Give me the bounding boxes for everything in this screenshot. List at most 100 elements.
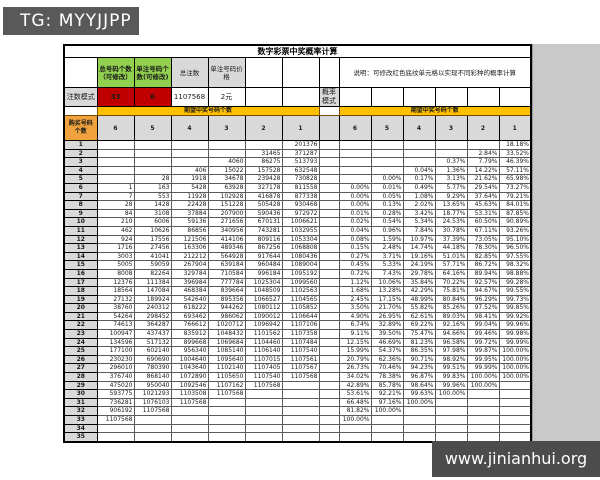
count-cell[interactable]: 1103508 bbox=[170, 389, 209, 399]
percent-cell[interactable]: 20.79% bbox=[338, 354, 372, 365]
count-cell[interactable]: 37884 bbox=[170, 208, 209, 219]
count-cell[interactable]: 157528 bbox=[244, 165, 283, 176]
count-cell[interactable]: 1096942 bbox=[244, 320, 283, 331]
count-cell[interactable] bbox=[96, 157, 135, 167]
count-cell[interactable]: 475020 bbox=[96, 380, 135, 391]
count-cell[interactable]: 406 bbox=[170, 165, 209, 176]
count-cell[interactable] bbox=[96, 140, 135, 150]
count-cell[interactable]: 899668 bbox=[170, 337, 209, 348]
count-cell[interactable]: 690690 bbox=[133, 354, 172, 365]
count-cell[interactable]: 1107561 bbox=[281, 354, 320, 365]
percent-cell[interactable]: 85.78% bbox=[370, 380, 404, 391]
count-cell[interactable] bbox=[207, 140, 246, 150]
percent-cell[interactable]: 18.18% bbox=[498, 140, 532, 150]
percent-cell[interactable]: 98.32% bbox=[498, 260, 532, 270]
percent-cell[interactable]: 100.00% bbox=[338, 415, 372, 425]
percent-cell[interactable]: 81.82% bbox=[338, 406, 372, 416]
percent-cell[interactable] bbox=[338, 423, 372, 434]
percent-cell[interactable]: 39.50% bbox=[370, 329, 404, 339]
percent-cell[interactable]: 12.15% bbox=[338, 337, 372, 348]
count-cell[interactable]: 996184 bbox=[244, 268, 283, 279]
count-cell[interactable]: 1107106 bbox=[281, 320, 320, 331]
count-cell[interactable] bbox=[281, 406, 320, 416]
count-cell[interactable] bbox=[244, 397, 283, 408]
count-cell[interactable]: 468384 bbox=[170, 286, 209, 296]
percent-cell[interactable]: 0.72% bbox=[338, 268, 372, 279]
percent-cell[interactable] bbox=[402, 423, 436, 434]
count-cell[interactable]: 542640 bbox=[170, 294, 209, 305]
count-cell[interactable]: 710584 bbox=[207, 268, 246, 279]
percent-cell[interactable]: 0.96% bbox=[370, 225, 404, 236]
percent-cell[interactable]: 32.89% bbox=[370, 320, 404, 331]
count-cell[interactable]: 100947 bbox=[96, 329, 135, 339]
count-cell[interactable]: 1069684 bbox=[207, 337, 246, 348]
percent-cell[interactable]: 67.11% bbox=[466, 225, 500, 236]
count-cell[interactable]: 1020712 bbox=[207, 320, 246, 331]
count-cell[interactable]: 147084 bbox=[133, 286, 172, 296]
percent-cell[interactable]: 0.17% bbox=[402, 174, 436, 184]
count-cell[interactable] bbox=[170, 415, 209, 425]
percent-cell[interactable] bbox=[370, 140, 404, 150]
count-cell[interactable]: 12376 bbox=[96, 277, 135, 288]
percent-cell[interactable]: 3.71% bbox=[370, 251, 404, 262]
count-cell[interactable]: 462 bbox=[96, 225, 135, 236]
percent-cell[interactable]: 86.72% bbox=[466, 260, 500, 270]
percent-cell[interactable] bbox=[434, 423, 468, 434]
count-cell[interactable]: 22428 bbox=[170, 200, 209, 210]
count-cell[interactable] bbox=[170, 140, 209, 150]
count-cell[interactable]: 1107162 bbox=[207, 380, 246, 391]
count-cell[interactable]: 877338 bbox=[281, 191, 320, 202]
percent-cell[interactable]: 99.46% bbox=[466, 329, 500, 339]
count-cell[interactable] bbox=[244, 140, 283, 150]
count-cell[interactable]: 340956 bbox=[207, 225, 246, 236]
count-cell[interactable] bbox=[281, 389, 320, 399]
count-cell[interactable]: 28 bbox=[133, 174, 172, 184]
percent-cell[interactable]: 0.49% bbox=[402, 182, 436, 193]
percent-cell[interactable] bbox=[402, 157, 436, 167]
percent-cell[interactable]: 51.01% bbox=[434, 251, 468, 262]
percent-cell[interactable]: 100.00% bbox=[402, 397, 436, 408]
count-cell[interactable]: 31465 bbox=[244, 148, 283, 159]
count-cell[interactable]: 1021293 bbox=[133, 389, 172, 399]
percent-cell[interactable]: 100.00% bbox=[434, 389, 468, 399]
percent-cell[interactable]: 0.04% bbox=[402, 165, 436, 176]
count-cell[interactable]: 1006621 bbox=[281, 217, 320, 227]
percent-cell[interactable] bbox=[498, 380, 532, 391]
count-cell[interactable]: 670131 bbox=[244, 217, 283, 227]
percent-cell[interactable]: 75.47% bbox=[402, 329, 436, 339]
percent-cell[interactable] bbox=[402, 415, 436, 425]
count-cell[interactable]: 780390 bbox=[133, 363, 172, 374]
count-cell[interactable] bbox=[207, 148, 246, 159]
percent-cell[interactable]: 0.00% bbox=[338, 200, 372, 210]
percent-cell[interactable] bbox=[466, 406, 500, 416]
count-cell[interactable]: 1104460 bbox=[244, 337, 283, 348]
percent-cell[interactable]: 10.97% bbox=[402, 234, 436, 245]
count-cell[interactable]: 1072890 bbox=[170, 372, 209, 382]
total-numbers-input[interactable]: 33 bbox=[96, 87, 135, 107]
percent-cell[interactable] bbox=[402, 406, 436, 416]
count-cell[interactable]: 1107568 bbox=[170, 397, 209, 408]
percent-cell[interactable]: 0.08% bbox=[338, 234, 372, 245]
count-cell[interactable]: 111384 bbox=[133, 277, 172, 288]
count-cell[interactable] bbox=[133, 148, 172, 159]
count-cell[interactable]: 1068808 bbox=[281, 243, 320, 253]
count-cell[interactable]: 102928 bbox=[207, 191, 246, 202]
percent-cell[interactable]: 0.45% bbox=[338, 260, 372, 270]
percent-cell[interactable] bbox=[466, 415, 500, 425]
count-cell[interactable]: 54264 bbox=[96, 311, 135, 322]
percent-cell[interactable]: 34.02% bbox=[338, 372, 372, 382]
percent-cell[interactable] bbox=[466, 397, 500, 408]
percent-cell[interactable]: 0.00% bbox=[338, 182, 372, 193]
count-cell[interactable]: 1107358 bbox=[281, 329, 320, 339]
percent-cell[interactable] bbox=[434, 140, 468, 150]
count-cell[interactable]: 1107484 bbox=[281, 337, 320, 348]
count-cell[interactable]: 18564 bbox=[96, 286, 135, 296]
count-cell[interactable]: 1102563 bbox=[281, 286, 320, 296]
percent-cell[interactable]: 46.69% bbox=[370, 337, 404, 348]
percent-cell[interactable]: 14.22% bbox=[466, 165, 500, 176]
count-cell[interactable]: 416878 bbox=[244, 191, 283, 202]
count-cell[interactable] bbox=[244, 423, 283, 434]
percent-cell[interactable]: 84.01% bbox=[498, 200, 532, 210]
count-cell[interactable]: 376740 bbox=[96, 372, 135, 382]
count-cell[interactable]: 1107015 bbox=[244, 354, 283, 365]
